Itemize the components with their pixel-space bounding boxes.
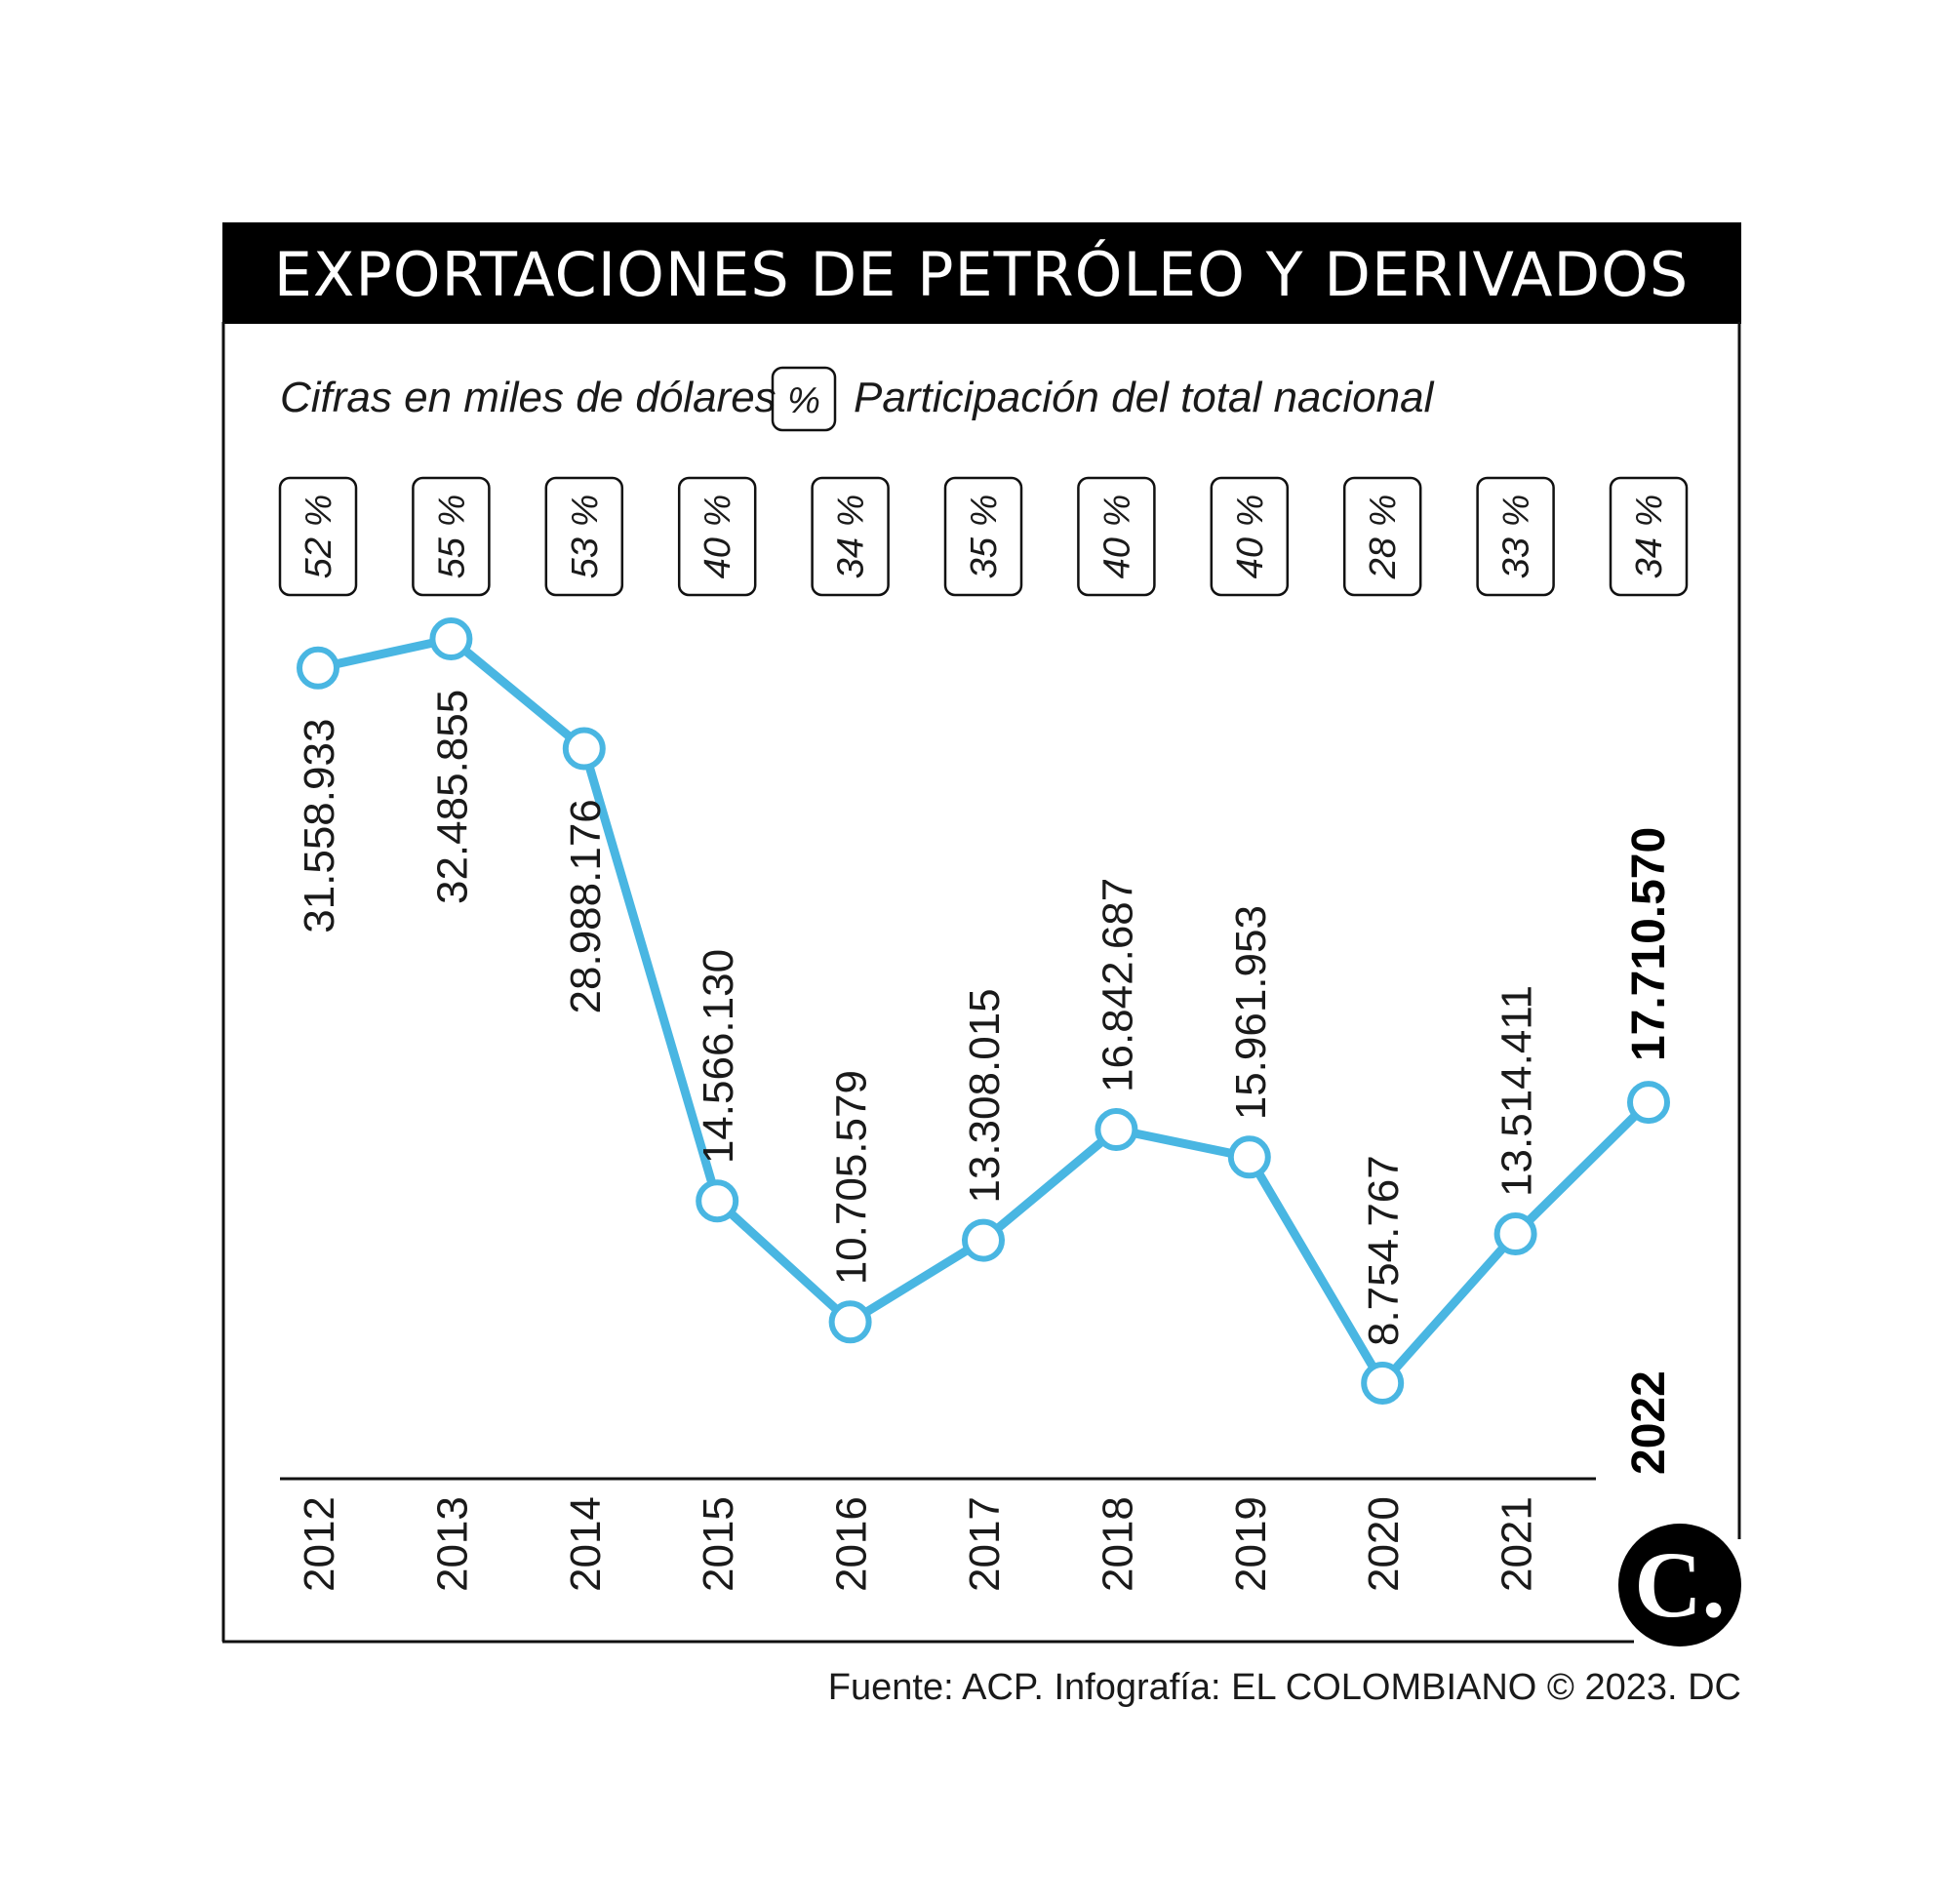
value-label: 8.754.767: [1360, 1155, 1408, 1346]
x-tick-label: 2012: [296, 1496, 343, 1592]
logo-circle: [1618, 1524, 1741, 1646]
share-badge: [544, 476, 624, 597]
value-label: 10.705.579: [828, 1070, 876, 1285]
x-tick-label-highlight: 2022: [1623, 1370, 1675, 1475]
data-point: [297, 646, 339, 690]
share-label: 33 %: [1496, 495, 1537, 579]
share-badge: [811, 476, 890, 597]
logo-mark: C.: [1634, 1532, 1725, 1637]
value-label: 13.308.015: [961, 988, 1009, 1203]
value-label-highlight: 17.710.570: [1623, 827, 1675, 1061]
value-label: 13.514.411: [1493, 985, 1541, 1197]
x-tick-label: 2014: [562, 1496, 610, 1592]
share-badge: [1210, 476, 1290, 597]
data-point: [962, 1218, 1005, 1262]
share-badge: [1342, 476, 1422, 597]
share-badge: [278, 476, 358, 597]
share-badges: 52 % 55 % 53 % 40 % 34 % 35 % 40 % 40 % 28 % 33 %…: [278, 476, 1689, 597]
share-label: 40 %: [1230, 495, 1271, 579]
source-note: Fuente: ACP. Infografía: EL COLOMBIANO ©…: [828, 1667, 1741, 1708]
x-tick-label: 2018: [1094, 1496, 1141, 1592]
share-label: 28 %: [1363, 495, 1404, 580]
x-tick-label: 2017: [961, 1496, 1009, 1592]
header-bar: [222, 222, 1741, 324]
data-point: [1361, 1362, 1405, 1405]
share-badge: [1077, 476, 1156, 597]
share-badge: [1609, 476, 1689, 597]
share-badge: [677, 476, 757, 597]
data-point: [429, 617, 473, 660]
x-tick-labels: 2012 2013 2014 2015 2016 2017 2018 2019 2020 2021…: [296, 1370, 1675, 1592]
data-point: [1627, 1081, 1670, 1125]
value-label: 16.842.687: [1094, 878, 1141, 1092]
data-point: [1095, 1108, 1138, 1151]
x-tick-label: 2013: [428, 1496, 476, 1592]
value-label: 15.961.953: [1227, 905, 1275, 1120]
value-label: 28.988.176: [562, 799, 610, 1013]
share-badge: [412, 476, 491, 597]
x-tick-label: 2021: [1493, 1496, 1541, 1592]
x-tick-label: 2019: [1227, 1496, 1275, 1592]
share-badge: [1476, 476, 1555, 597]
share-badge: [943, 476, 1023, 597]
value-labels: 31.558.933 32.485.855 28.988.176 14.566.130…: [296, 690, 1675, 1346]
pct-legend-box: [771, 366, 837, 432]
data-point: [1493, 1212, 1537, 1255]
chart-title: EXPORTACIONES DE PETRÓLEO Y DERIVADOS: [274, 239, 1690, 310]
share-label: 55 %: [431, 495, 472, 579]
value-label: 32.485.855: [428, 690, 476, 904]
share-label: 53 %: [565, 495, 606, 579]
share-label: 52 %: [299, 495, 339, 579]
data-point: [696, 1179, 739, 1223]
data-points: [297, 617, 1670, 1405]
share-label: 40 %: [1096, 495, 1137, 579]
data-point: [1227, 1135, 1271, 1179]
pct-legend-symbol: %: [787, 380, 820, 421]
data-point: [828, 1300, 872, 1344]
pct-legend-label: Participación del total nacional: [854, 374, 1435, 421]
share-label: 40 %: [697, 495, 738, 579]
x-tick-label: 2015: [695, 1496, 742, 1592]
units-label: Cifras en miles de dólares: [280, 374, 776, 421]
x-tick-label: 2020: [1360, 1496, 1408, 1592]
share-label: 34 %: [831, 495, 872, 579]
value-label: 14.566.130: [695, 949, 742, 1164]
value-label: 31.558.933: [296, 719, 343, 933]
share-label: 35 %: [964, 495, 1005, 579]
data-point: [562, 727, 606, 771]
x-tick-label: 2016: [828, 1496, 876, 1592]
share-label: 34 %: [1629, 495, 1670, 579]
